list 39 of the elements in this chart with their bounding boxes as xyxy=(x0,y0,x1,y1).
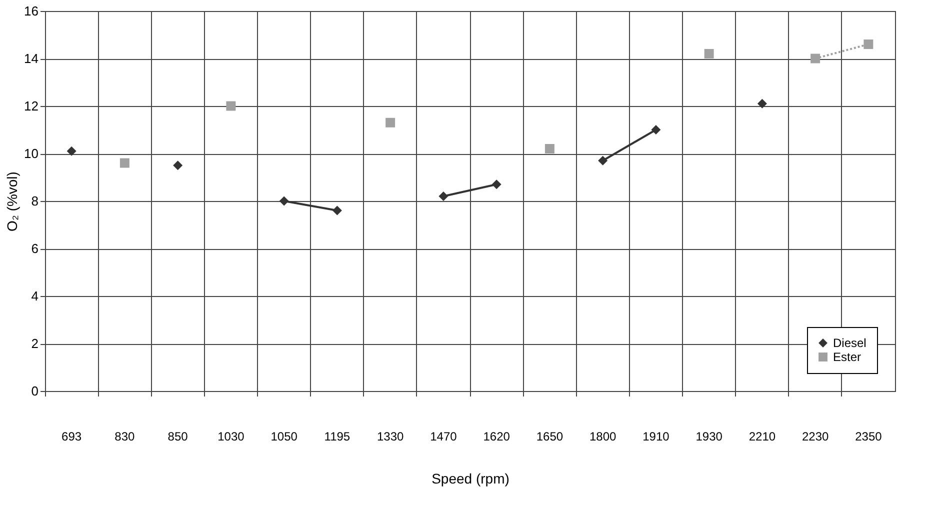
x-tick-label: 1620 xyxy=(483,430,510,444)
x-tick-label: 693 xyxy=(62,430,82,444)
point xyxy=(226,101,236,111)
x-tick-label: 2210 xyxy=(748,430,776,444)
x-tick-label: 1330 xyxy=(376,430,404,444)
x-tick-label: 1470 xyxy=(430,430,458,444)
x-tick-label: 1930 xyxy=(696,430,723,444)
point xyxy=(810,54,820,64)
y-tick-label: 6 xyxy=(31,241,38,256)
point xyxy=(66,146,76,156)
point xyxy=(704,49,714,58)
x-tick-label: 1030 xyxy=(218,430,245,444)
x-tick-label: 1050 xyxy=(270,430,298,444)
x-tick-label: 1650 xyxy=(536,430,564,444)
x-tick-label: 830 xyxy=(114,430,136,444)
y-tick-label: 8 xyxy=(31,194,38,208)
point xyxy=(864,40,874,49)
y-tick-label: 10 xyxy=(24,146,38,161)
y-tick-label: 14 xyxy=(24,51,38,66)
legend-label: Ester xyxy=(833,350,862,364)
x-tick-label: 2350 xyxy=(855,430,882,444)
y-tick-label: 12 xyxy=(24,98,38,114)
y-axis-title: O₂ (%vol) xyxy=(4,172,20,232)
y-tick-label: 2 xyxy=(31,336,38,351)
x-tick-label: 1195 xyxy=(324,430,350,444)
y-tick-label: 16 xyxy=(24,4,38,18)
y-tick-label: 0 xyxy=(31,384,38,398)
x-axis-title: Speed (rpm) xyxy=(432,470,510,486)
x-tick-label: 1910 xyxy=(642,430,670,444)
point xyxy=(544,144,554,154)
point xyxy=(386,118,396,128)
x-tick-label: 1800 xyxy=(589,430,616,444)
x-tick-label: 850 xyxy=(168,430,188,444)
legend-label: Diesel xyxy=(833,336,866,350)
point xyxy=(757,98,767,108)
y-tick-label: 4 xyxy=(31,288,38,304)
point xyxy=(173,160,183,170)
x-tick-label: 2230 xyxy=(802,430,829,444)
point xyxy=(120,158,130,168)
